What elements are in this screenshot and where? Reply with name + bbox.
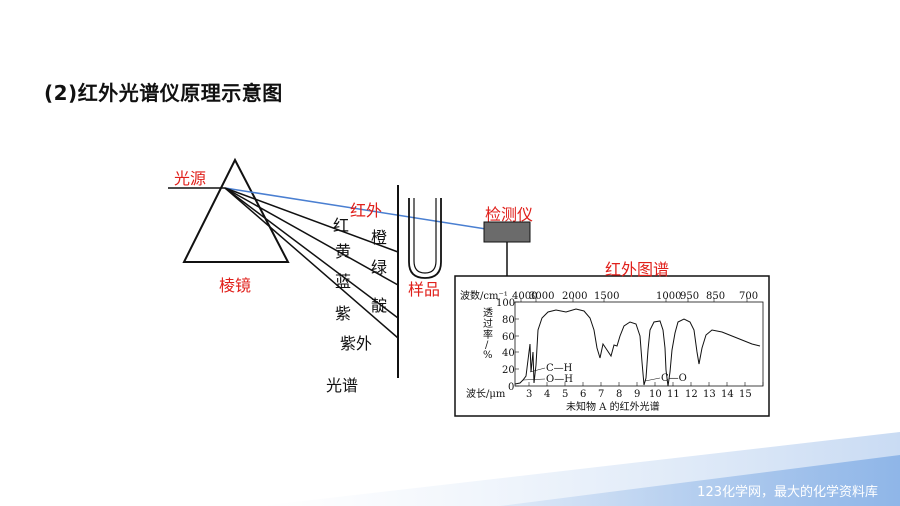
wavelength-tick-labels: 3 4 5 6 7 8 9 10 11 12 13 14 15 — [526, 389, 752, 400]
page-title: (2)红外光谱仪原理示意图 — [44, 81, 283, 105]
svg-text:100: 100 — [496, 298, 515, 309]
svg-text:4000: 4000 — [512, 291, 537, 302]
svg-text:11: 11 — [667, 389, 680, 400]
svg-text:60: 60 — [502, 332, 515, 343]
prism — [182, 157, 290, 263]
y-axis-ticks — [515, 301, 519, 387]
light-source-label: 光源 — [174, 169, 207, 188]
svg-text:14: 14 — [721, 389, 734, 400]
ray-mid — [224, 187, 399, 286]
spectrum-label: 光谱 — [326, 376, 359, 395]
test-tube-inner — [413, 198, 437, 274]
svg-text:透: 透 — [483, 307, 493, 319]
svg-text:3000: 3000 — [529, 291, 554, 302]
color-yellow-label: 黄 — [335, 242, 352, 261]
bottom-axis-ticks — [528, 382, 764, 386]
svg-text:/: / — [485, 340, 489, 351]
svg-text:13: 13 — [703, 389, 716, 400]
transmittance-axis-label: 透 过 率 / % — [483, 307, 493, 361]
svg-text:80: 80 — [502, 315, 515, 326]
color-red-label: 红 — [333, 216, 350, 235]
chart-caption: 未知物 A 的红外光谱 — [566, 400, 660, 413]
svg-text:1500: 1500 — [594, 291, 619, 302]
svg-text:950: 950 — [680, 291, 699, 302]
test-tube — [408, 198, 442, 279]
svg-text:率: 率 — [483, 328, 493, 341]
ir-spectrum-curve — [514, 308, 761, 387]
ray-red — [224, 187, 399, 253]
svg-text:9: 9 — [634, 389, 640, 400]
color-green-label: 绿 — [371, 258, 388, 277]
svg-text:700: 700 — [739, 291, 758, 302]
ir-spectrum-label: 红外图谱 — [605, 260, 670, 279]
prism-label: 棱镜 — [219, 276, 252, 295]
color-orange-label: 橙 — [371, 228, 388, 247]
svg-text:850: 850 — [706, 291, 725, 302]
color-violet-label: 紫 — [335, 304, 352, 323]
footer-watermark: 123化学网，最大的化学资料库 — [697, 485, 878, 500]
sample-label: 样品 — [408, 280, 441, 299]
svg-text:8: 8 — [616, 389, 622, 400]
svg-text:%: % — [483, 350, 493, 361]
svg-text:2000: 2000 — [562, 291, 587, 302]
color-blue-label: 蓝 — [335, 272, 352, 291]
svg-text:20: 20 — [502, 365, 515, 376]
svg-text:15: 15 — [739, 389, 752, 400]
infrared-beam — [224, 187, 487, 230]
ch-leader — [529, 367, 546, 373]
wavelength-axis-label: 波长/μm — [466, 387, 506, 400]
svg-text:4: 4 — [544, 389, 550, 400]
plot-area — [514, 301, 764, 387]
svg-text:7: 7 — [598, 389, 604, 400]
top-axis-ticks — [520, 298, 748, 302]
detector-box — [483, 221, 531, 243]
annotation-co: C—O — [661, 373, 687, 384]
svg-text:3: 3 — [526, 389, 532, 400]
svg-text:过: 过 — [483, 317, 493, 330]
ultraviolet-label: 紫外 — [340, 334, 373, 353]
y-tick-labels: 100 80 60 40 20 0 — [496, 298, 515, 393]
svg-text:6: 6 — [580, 389, 586, 400]
color-indigo-label: 靛 — [371, 296, 388, 315]
ray-violet — [224, 187, 399, 319]
svg-text:0: 0 — [508, 382, 514, 393]
svg-text:12: 12 — [685, 389, 698, 400]
ray-ultraviolet — [224, 187, 399, 339]
background-band-dark — [500, 455, 900, 506]
wavenumber-axis-label: 波数/cm⁻¹ — [460, 289, 508, 302]
annotation-ch: C—H — [546, 363, 573, 374]
wavenumber-tick-labels: 4000 3000 2000 1500 1000 950 850 700 — [512, 291, 758, 302]
svg-text:5: 5 — [562, 389, 568, 400]
detector-label: 检测仪 — [485, 205, 534, 224]
svg-text:1000: 1000 — [656, 291, 681, 302]
chart-frame — [454, 275, 770, 417]
oh-leader — [522, 378, 546, 381]
svg-text:10: 10 — [649, 389, 662, 400]
annotation-oh: O—H — [546, 374, 573, 385]
co-leader — [644, 377, 661, 382]
svg-text:40: 40 — [502, 348, 515, 359]
infrared-label: 红外 — [350, 201, 383, 220]
